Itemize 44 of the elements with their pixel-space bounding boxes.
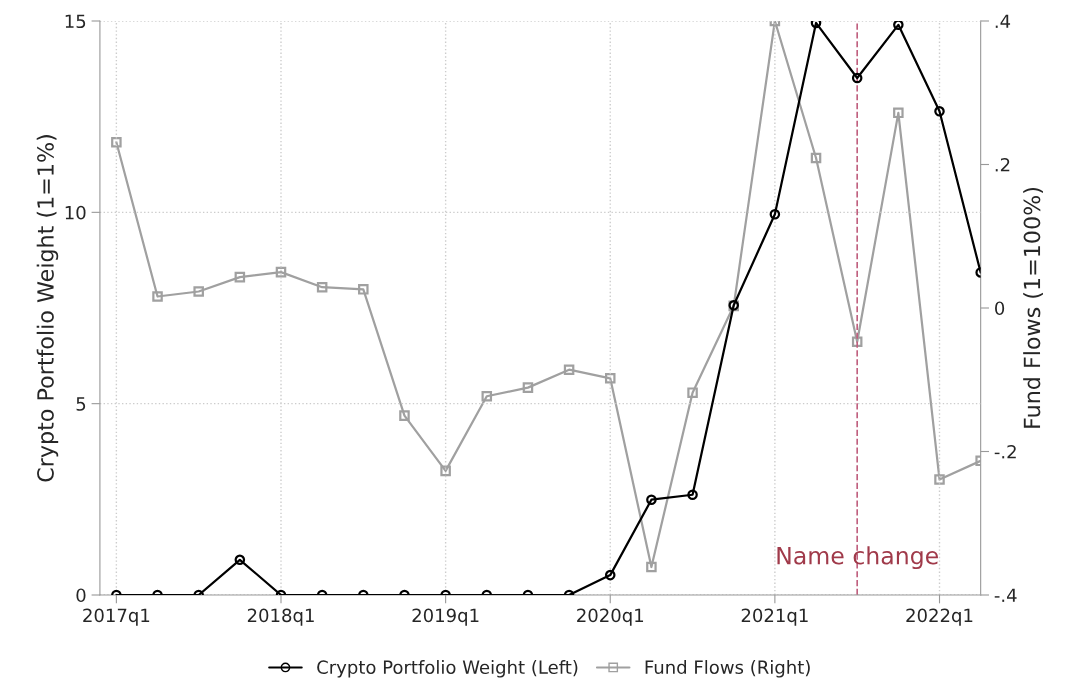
- x-tick-label: 2017q1: [83, 608, 150, 626]
- x-tick-label: 2022q1: [906, 608, 973, 626]
- point: [851, 336, 863, 347]
- y2-axis-title: Fund Flows (1=100%): [1023, 187, 1043, 428]
- point: [646, 494, 657, 505]
- y2-tick-label: 0: [995, 301, 1005, 316]
- point: [934, 474, 945, 485]
- point: [934, 106, 945, 117]
- y2-tick-label: .4: [995, 14, 1011, 28]
- point: [152, 291, 163, 302]
- point: [111, 136, 122, 148]
- point: [399, 410, 410, 421]
- point: [769, 208, 781, 220]
- point: [604, 373, 616, 384]
- point: [563, 364, 575, 375]
- point: [893, 107, 904, 119]
- point: [316, 281, 328, 293]
- point: [440, 465, 451, 477]
- y-tick-label: 5: [76, 397, 86, 411]
- y-tick-label: 0: [76, 588, 86, 603]
- y2-tick-label: .2: [995, 157, 1010, 172]
- y-axis-title: Crypto Portfolio Weight (1=1%): [36, 135, 59, 482]
- point: [358, 284, 369, 295]
- point: [893, 21, 904, 31]
- x-tick-label: 2019q1: [412, 608, 479, 626]
- x-tick-label: 2020q1: [577, 608, 644, 626]
- point: [810, 152, 822, 164]
- point: [193, 286, 204, 297]
- y-tick-label: 15: [65, 14, 86, 29]
- y2-tick-label: -.4: [994, 588, 1017, 602]
- legend-label: Crypto Portfolio Weight (Left): [317, 660, 578, 678]
- point: [481, 390, 493, 402]
- legend-label: Fund Flows (Right): [645, 660, 810, 678]
- point: [687, 387, 698, 398]
- point: [275, 266, 287, 278]
- annotation: Name change: [777, 546, 938, 570]
- x-tick-label: 2021q1: [741, 608, 808, 626]
- y2-tick-label: -.2: [994, 444, 1016, 459]
- point: [522, 382, 534, 393]
- point: [851, 72, 863, 84]
- point: [646, 561, 657, 573]
- point: [234, 271, 246, 283]
- y-tick-label: 10: [65, 205, 86, 220]
- x-tick-label: 2018q1: [247, 608, 314, 626]
